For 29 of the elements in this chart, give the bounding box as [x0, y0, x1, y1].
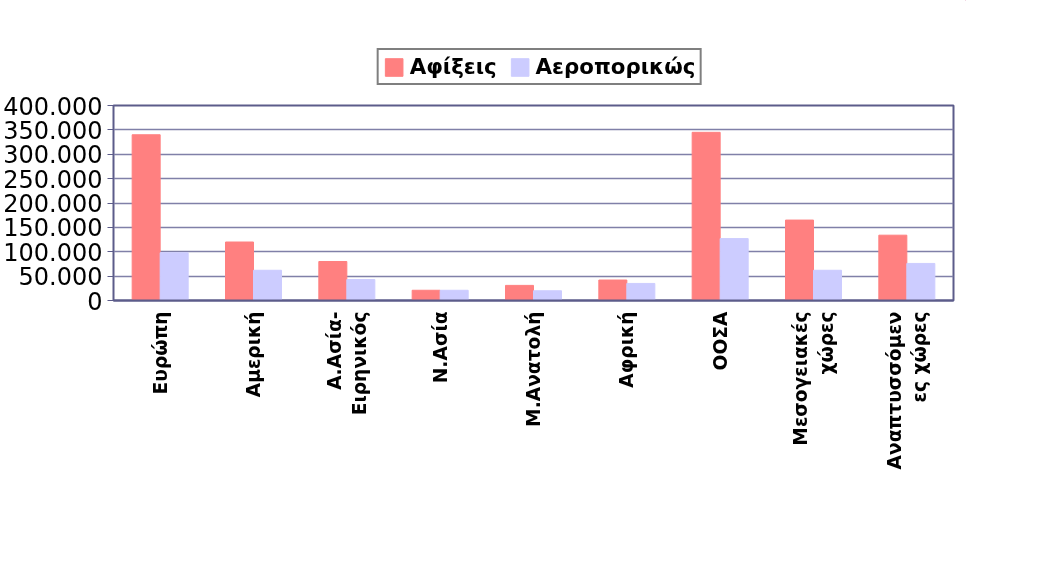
bar — [719, 238, 749, 301]
bar — [159, 252, 189, 301]
bar — [411, 289, 441, 301]
bar — [878, 234, 908, 301]
x-tick-label: Μεσογειακές χώρες — [790, 311, 837, 446]
legend-label: Αεροπορικώς — [535, 54, 696, 79]
x-tick-label: Αναπτυσσόμεν ες χώρες — [883, 311, 930, 470]
bar — [253, 269, 282, 301]
x-tick-label: Ευρώπη — [149, 311, 171, 395]
bar — [439, 289, 469, 301]
bar — [505, 284, 534, 301]
bar — [225, 241, 254, 301]
bar — [813, 269, 842, 301]
bar — [906, 262, 936, 301]
legend-label: Αφίξεις — [409, 54, 497, 79]
x-tick-label: Αφρική — [616, 311, 638, 388]
x-tick-label: Αμερική — [243, 311, 264, 398]
x-tick-label: Μ.Ανατολή — [523, 311, 544, 427]
bar — [346, 279, 376, 301]
bar — [533, 290, 562, 301]
x-tick-label: ΟΟΣΑ — [709, 310, 731, 371]
x-tick-label: Ν.Ασία — [429, 311, 451, 384]
bar — [626, 282, 656, 301]
x-tick-label: Α.Ασία- Ειρηνικός — [323, 311, 370, 416]
bar — [131, 134, 161, 301]
bar — [598, 279, 628, 301]
bar — [785, 219, 814, 301]
bar — [318, 261, 348, 301]
bar — [691, 131, 721, 301]
